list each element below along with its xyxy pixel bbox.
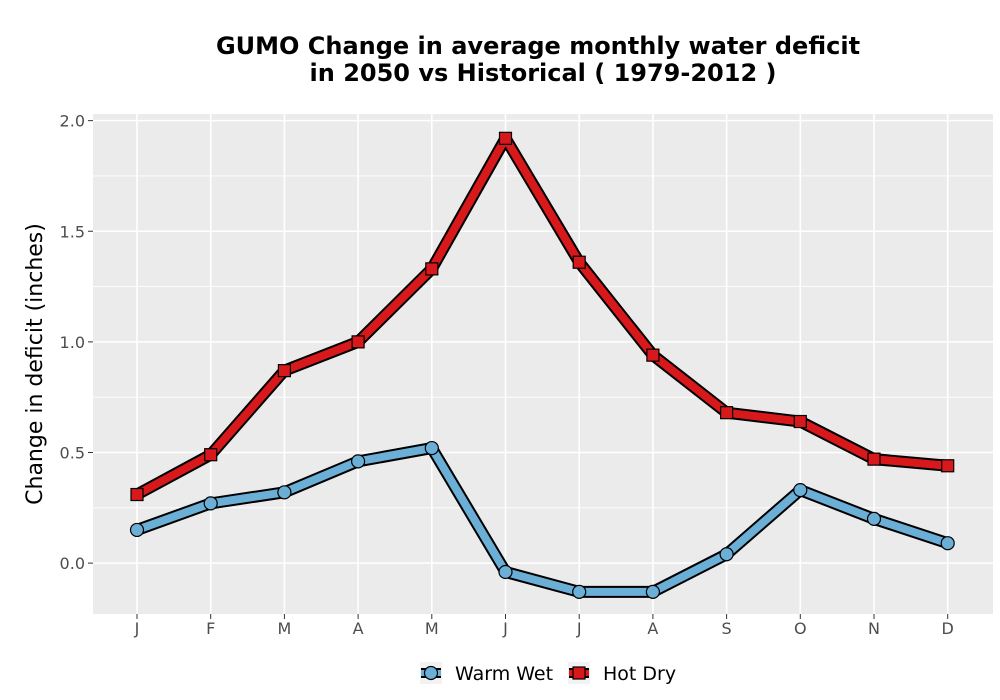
hot-dry-point	[130, 487, 144, 502]
hot-dry-point	[204, 448, 218, 462]
plot-panel	[93, 114, 993, 614]
warm-wet-point	[940, 536, 955, 551]
warm-wet-point	[498, 564, 513, 580]
y-tick-label: 1.0	[60, 333, 85, 352]
x-tick-label: M	[277, 619, 291, 638]
series-layer	[129, 131, 955, 599]
warm-wet-point	[424, 440, 439, 456]
hot-dry-point	[425, 262, 439, 276]
x-tick-label: D	[942, 619, 954, 638]
hot-dry-point	[719, 406, 734, 420]
hot-dry-point	[277, 364, 291, 378]
x-tick-label: M	[425, 619, 439, 638]
warm-wet-line	[133, 444, 952, 596]
hot-dry-legend-marker	[572, 666, 586, 680]
warm-wet-point	[129, 522, 145, 538]
hot-dry-point	[498, 131, 513, 145]
warm-wet-point	[793, 483, 808, 498]
hot-dry-point	[646, 348, 660, 362]
grid	[93, 114, 993, 614]
x-tick-label: A	[647, 619, 658, 638]
y-axis-label: Change in deficit (inches)	[23, 223, 48, 505]
x-tick-label: S	[722, 619, 732, 638]
hot-dry-legend-label: Hot Dry	[603, 663, 676, 685]
x-tick-label: F	[206, 619, 215, 638]
warm-wet-point	[866, 511, 882, 526]
x-tick-label: O	[794, 619, 807, 638]
chart-title-line1: GUMO Change in average monthly water def…	[216, 32, 860, 60]
warm-wet-point	[719, 547, 734, 562]
x-tick-label: J	[576, 619, 582, 638]
x-tick-label: A	[353, 619, 364, 638]
chart-title-line2: in 2050 vs Historical ( 1979-2012 )	[310, 59, 777, 87]
warm-wet-point	[645, 584, 661, 599]
x-tick-label: N	[868, 619, 880, 638]
hot-dry-point	[793, 414, 807, 429]
hot-dry-point	[572, 255, 586, 269]
warm-wet-point	[572, 584, 587, 599]
warm-wet-legend-label: Warm Wet	[455, 663, 553, 685]
legend: Warm Wet Hot Dry	[420, 662, 676, 685]
warm-wet-point	[277, 485, 292, 500]
hot-dry-point	[867, 452, 881, 466]
hot-dry-point	[941, 459, 955, 473]
x-tick-label: J	[134, 619, 140, 638]
warm-wet-legend-marker	[423, 665, 439, 681]
y-tick-label: 2.0	[60, 112, 85, 131]
y-axis: 2.0 1.5 1.0 0.5 0.0	[60, 112, 93, 573]
hot-dry-point	[351, 335, 365, 349]
x-tick-label: J	[502, 619, 508, 638]
y-tick-label: 1.5	[60, 222, 85, 241]
warm-wet-point	[351, 454, 366, 469]
y-tick-label: 0.5	[60, 443, 85, 462]
warm-wet-point	[203, 496, 218, 511]
y-tick-label: 0.0	[60, 554, 85, 573]
hot-dry-line	[133, 134, 952, 499]
